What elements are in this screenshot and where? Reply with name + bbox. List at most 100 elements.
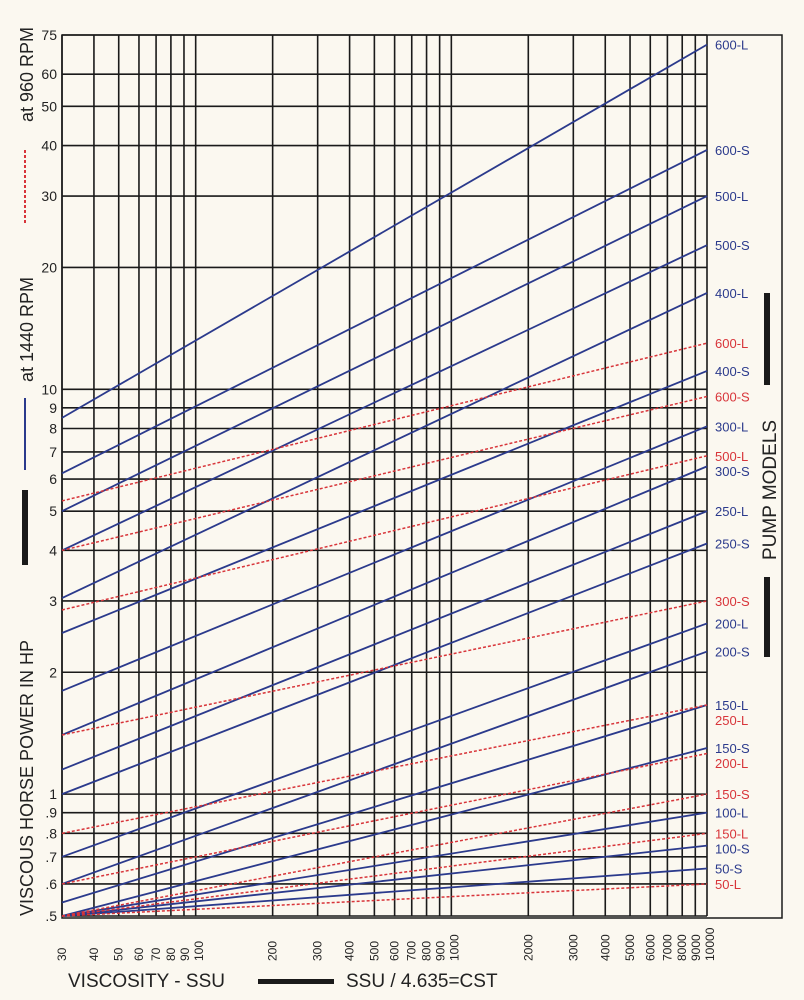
series-line-300-s-1440 xyxy=(61,465,708,736)
x-tick-label: 50 xyxy=(112,947,126,961)
pump-models-bar-top xyxy=(764,293,770,385)
series-line-150-l-960 xyxy=(61,832,708,917)
series-line-250-s-1440 xyxy=(61,542,708,795)
y-tick-label: 10 xyxy=(41,381,57,397)
x-tick-label: 3000 xyxy=(566,934,580,961)
series-line-100-s-1440 xyxy=(61,844,708,917)
x-tick-label: 300 xyxy=(311,941,325,961)
x-tick-label: 5000 xyxy=(623,934,637,961)
series-label-150-l-960: 150-L xyxy=(715,826,748,841)
y-tick-label: 60 xyxy=(41,66,57,82)
series-label-300-s-960: 300-S xyxy=(715,594,750,609)
y-tick-label: 40 xyxy=(41,138,57,154)
series-line-50-s-1440 xyxy=(61,867,708,917)
series-line-600-s-1440 xyxy=(61,149,708,475)
series-label-500-l-1440: 500-L xyxy=(715,189,748,204)
y-tick-label: .6 xyxy=(45,876,57,892)
x-tick-label: 70 xyxy=(149,947,163,961)
x-axis-label: VISCOSITY - SSU xyxy=(68,971,225,992)
series-label-200-l-960: 200-L xyxy=(715,756,748,771)
series-line-400-s-1440 xyxy=(61,370,708,634)
pump-models-label: PUMP MODELS xyxy=(760,420,781,560)
series-label-500-l-960: 500-L xyxy=(715,449,748,464)
legend-1440-label: at 1440 RPM xyxy=(17,277,37,382)
series-line-200-s-1440 xyxy=(61,650,708,885)
x-tick-label: 10000 xyxy=(703,927,717,961)
y-tick-label: 6 xyxy=(49,471,57,487)
series-line-150-l-1440 xyxy=(61,704,708,904)
x-tick-label: 7000 xyxy=(660,934,674,961)
series-line-500-l-960 xyxy=(61,455,708,611)
x-tick-label: 6000 xyxy=(643,934,657,961)
series-line-600-s-960 xyxy=(61,395,708,552)
series-label-600-s-1440: 600-S xyxy=(715,143,750,158)
x-tick-label: 100 xyxy=(192,941,206,961)
series-line-250-l-1440 xyxy=(61,510,708,771)
series-labels: 600-L 600-S 500-L 500-S 400-L 600-L 400-S 600-S… xyxy=(715,38,750,892)
series-label-50-l-960: 50-L xyxy=(715,877,741,892)
series-label-400-s-1440: 400-S xyxy=(715,364,750,379)
y-tick-label: 7 xyxy=(49,444,57,460)
x-tick-label: 9000 xyxy=(689,934,703,961)
y-tick-label: 5 xyxy=(49,503,57,519)
y-tick-label: 3 xyxy=(49,593,57,609)
y-tick-label: 1 xyxy=(49,786,57,802)
x-tick-label: 600 xyxy=(388,941,402,961)
series-label-100-l-1440: 100-L xyxy=(715,806,748,821)
series-line-200-l-1440 xyxy=(61,622,708,858)
series-label-100-s-1440: 100-S xyxy=(715,841,750,856)
series-line-300-l-1440 xyxy=(61,425,708,692)
series-label-300-l-1440: 300-L xyxy=(715,419,748,434)
x-tick-label: 40 xyxy=(87,947,101,961)
series-line-100-l-1440 xyxy=(61,811,708,917)
series-line-600-l-1440 xyxy=(61,43,708,419)
legend-960-label: at 960 RPM xyxy=(17,27,37,122)
x-tick-label: 60 xyxy=(132,947,146,961)
y-tick-label: 75 xyxy=(41,27,57,43)
series-label-600-l-960: 600-L xyxy=(715,336,748,351)
series-label-300-s-1440: 300-S xyxy=(715,464,750,479)
x-tick-label: 400 xyxy=(343,941,357,961)
series-label-600-s-960: 600-S xyxy=(715,389,750,404)
y-tick-label: 8 xyxy=(49,421,57,437)
series-line-400-l-1440 xyxy=(61,292,708,599)
x-tick-label: 2000 xyxy=(521,934,535,961)
x-tick-label: 900 xyxy=(434,941,448,961)
y-tick-labels: 75 60 50 40 30 20 10 9 8 7 6 5 4 3 2 1 .9 .8 .7 .6 .5 xyxy=(41,27,57,924)
pump-models-bar-bottom xyxy=(764,577,770,657)
series-line-600-l-960 xyxy=(61,342,708,502)
x-tick-label: 30 xyxy=(55,947,69,961)
series-line-50-l-960 xyxy=(61,883,708,917)
series-label-400-l-1440: 400-L xyxy=(715,286,748,301)
x-label-bar xyxy=(258,979,334,984)
y-tick-label: 50 xyxy=(41,98,57,114)
x-tick-label: 800 xyxy=(420,941,434,961)
series-label-150-s-1440: 150-S xyxy=(715,741,750,756)
series-line-150-s-960 xyxy=(61,793,708,917)
x-tick-label: 90 xyxy=(178,947,192,961)
x-tick-label: 1000 xyxy=(448,934,462,961)
y-tick-label: .8 xyxy=(45,825,57,841)
y-tick-label: .5 xyxy=(45,908,57,924)
series-label-200-s-1440: 200-S xyxy=(715,645,750,660)
y-tick-label: .7 xyxy=(45,849,57,865)
x-axis-note: SSU / 4.635=CST xyxy=(346,971,498,992)
grid xyxy=(61,34,783,919)
x-tick-label: 200 xyxy=(266,941,280,961)
x-tick-label: 700 xyxy=(405,941,419,961)
y-label-bar xyxy=(22,490,28,565)
series-label-250-l-960: 250-L xyxy=(715,713,748,728)
series-label-150-s-960: 150-S xyxy=(715,787,750,802)
series-line-150-s-1440 xyxy=(61,747,708,917)
x-tick-label: 500 xyxy=(367,941,381,961)
series-line-500-s-1440 xyxy=(61,244,708,552)
y-axis-label: VISCOUS HORSE POWER IN HP xyxy=(17,640,37,916)
series-label-600-l-1440: 600-L xyxy=(715,38,748,53)
series-label-500-s-1440: 500-S xyxy=(715,238,750,253)
series-line-250-l-960 xyxy=(61,704,708,835)
series-label-250-s-1440: 250-S xyxy=(715,536,750,551)
series-lines xyxy=(61,43,708,917)
y-tick-label: 30 xyxy=(41,188,57,204)
y-tick-label: 4 xyxy=(49,542,57,558)
y-tick-label: .9 xyxy=(45,805,57,821)
